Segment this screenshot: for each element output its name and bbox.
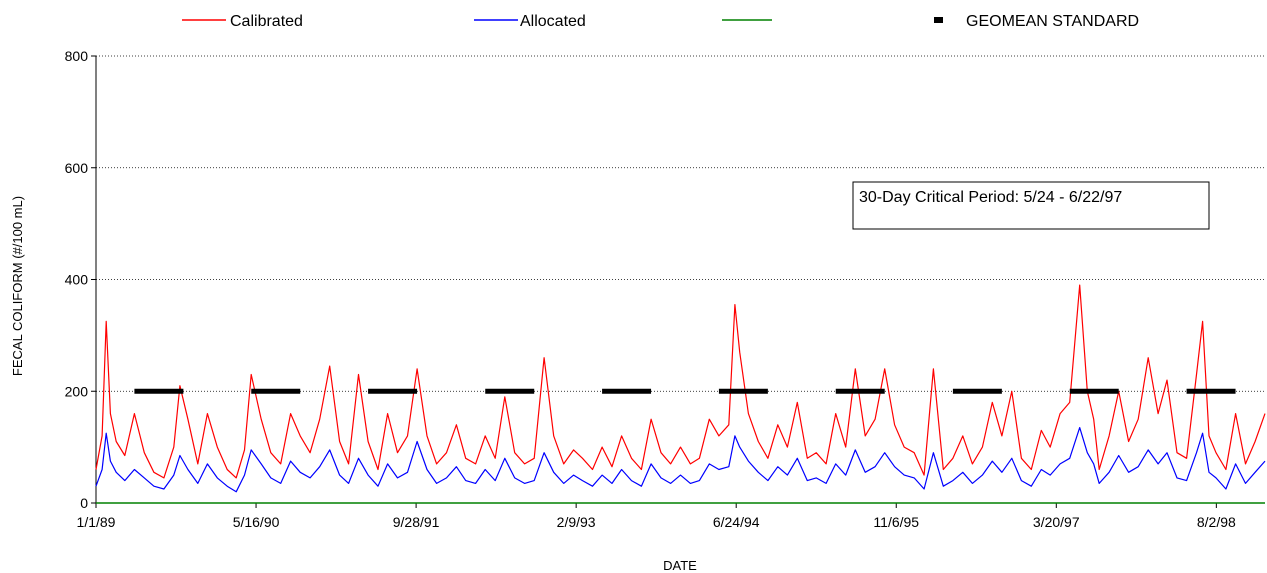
legend-label-geomean: GEOMEAN STANDARD bbox=[966, 13, 1139, 30]
y-tick-label-800: 800 bbox=[65, 48, 89, 64]
annotation-text: 30-Day Critical Period: 5/24 - 6/22/97 bbox=[859, 189, 1122, 206]
y-tick-label-200: 200 bbox=[65, 383, 89, 399]
annotation-box bbox=[852, 181, 1210, 230]
x-tick-label-0: 1/1/89 bbox=[77, 514, 116, 530]
critical-period-annotation: 30-Day Critical Period: 5/24 - 6/22/97 bbox=[852, 181, 1210, 230]
legend-label-calibrated: Calibrated bbox=[230, 13, 303, 30]
series-line-calibrated bbox=[95, 284, 1266, 479]
y-tick-label-600: 600 bbox=[65, 160, 89, 176]
legend-swatch-geomean bbox=[934, 17, 943, 23]
legend-label-allocated: Allocated bbox=[520, 13, 586, 30]
y-tick-label-400: 400 bbox=[65, 272, 89, 288]
x-tick-label-3: 2/9/93 bbox=[557, 514, 596, 530]
y-axis-ticks: 0 200 400 600 800 bbox=[65, 48, 96, 511]
series-line-allocated bbox=[95, 427, 1266, 493]
x-tick-label-5: 11/6/95 bbox=[873, 514, 919, 530]
legend: Calibrated Allocated GEOMEAN STANDARD bbox=[182, 13, 1139, 30]
x-tick-label-4: 6/24/94 bbox=[713, 514, 760, 530]
x-tick-label-6: 3/20/97 bbox=[1033, 514, 1080, 530]
y-tick-label-0: 0 bbox=[80, 495, 88, 511]
x-tick-label-2: 9/28/91 bbox=[393, 514, 440, 530]
x-axis-title: DATE bbox=[663, 558, 697, 573]
x-axis-ticks: 1/1/89 5/16/90 9/28/91 2/9/93 6/24/94 11/6/95… bbox=[77, 503, 1236, 530]
series-layer bbox=[95, 284, 1266, 504]
x-tick-label-1: 5/16/90 bbox=[233, 514, 280, 530]
x-tick-label-7: 8/2/98 bbox=[1197, 514, 1236, 530]
y-axis-title: FECAL COLIFORM (#/100 mL) bbox=[10, 196, 25, 376]
